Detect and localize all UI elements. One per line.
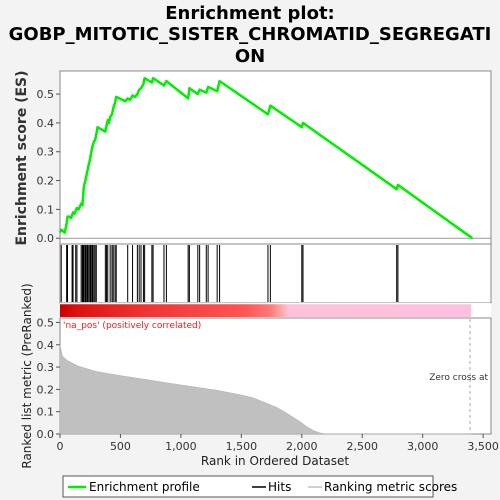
es-y-tick-label: 0.4 bbox=[37, 117, 55, 130]
color-bar-gradient bbox=[60, 304, 471, 317]
es-y-tick-label: 0.1 bbox=[37, 203, 55, 216]
x-tick-label: 2,000 bbox=[286, 440, 318, 453]
x-axis-label: Rank in Ordered Dataset bbox=[201, 454, 349, 468]
x-tick-label: 2,500 bbox=[346, 440, 378, 453]
metric-y-tick-label: 0.1 bbox=[37, 406, 55, 419]
metric-axis-label: Ranked list metric (PreRanked) bbox=[20, 283, 34, 468]
es-panel bbox=[59, 70, 492, 245]
es-y-ticks: 0.0 0.1 0.2 0.3 0.4 0.5 bbox=[37, 88, 60, 245]
es-y-tick-label: 0.5 bbox=[37, 88, 55, 101]
legend-es-label: Enrichment profile bbox=[89, 480, 200, 494]
title-line-2: GOBP_MITOTIC_SISTER_CHROMATID_SEGREGATI bbox=[9, 24, 492, 45]
legend-box bbox=[62, 475, 434, 498]
legend: Enrichment profile Hits Ranking metric s… bbox=[62, 475, 457, 498]
annotation-positive: 'na_pos' (positively correlated) bbox=[63, 321, 201, 331]
metric-y-tick-label: 0.2 bbox=[37, 383, 55, 396]
es-y-tick-label: 0.3 bbox=[37, 146, 55, 159]
title-line-3: ON bbox=[235, 46, 265, 67]
metric-y-tick-label: 0.3 bbox=[37, 361, 55, 374]
x-axis-ticks: 0 500 1,000 1,500 2,000 2,500 3,000 3,500 bbox=[57, 434, 499, 453]
legend-metric-label: Ranking metric scores bbox=[324, 480, 457, 494]
x-tick-label: 1,000 bbox=[165, 440, 197, 453]
title-line-1: Enrichment plot: bbox=[165, 3, 335, 24]
es-y-tick-label: 0.0 bbox=[37, 232, 55, 245]
hits-panel bbox=[59, 243, 492, 304]
annotation-zero-cross: Zero cross at bbox=[429, 373, 488, 383]
hit-markers bbox=[60, 245, 399, 302]
metric-y-tick-label: 0.5 bbox=[37, 316, 55, 329]
metric-y-ticks: 0.0 0.1 0.2 0.3 0.4 0.5 bbox=[37, 316, 60, 441]
es-y-tick-label: 0.2 bbox=[37, 175, 55, 188]
es-axis-label: Enrichment score (ES) bbox=[14, 70, 30, 245]
x-tick-label: 3,500 bbox=[467, 440, 499, 453]
x-tick-label: 3,000 bbox=[407, 440, 439, 453]
x-tick-label: 1,500 bbox=[226, 440, 258, 453]
enrichment-profile-line bbox=[58, 76, 474, 240]
x-tick-label: 500 bbox=[110, 440, 131, 453]
x-tick-label: 0 bbox=[57, 440, 64, 453]
metric-y-tick-label: 0.0 bbox=[37, 428, 55, 441]
legend-hits-label: Hits bbox=[268, 480, 291, 494]
ranking-metric-area bbox=[59, 344, 473, 435]
metric-y-tick-label: 0.4 bbox=[37, 339, 55, 352]
